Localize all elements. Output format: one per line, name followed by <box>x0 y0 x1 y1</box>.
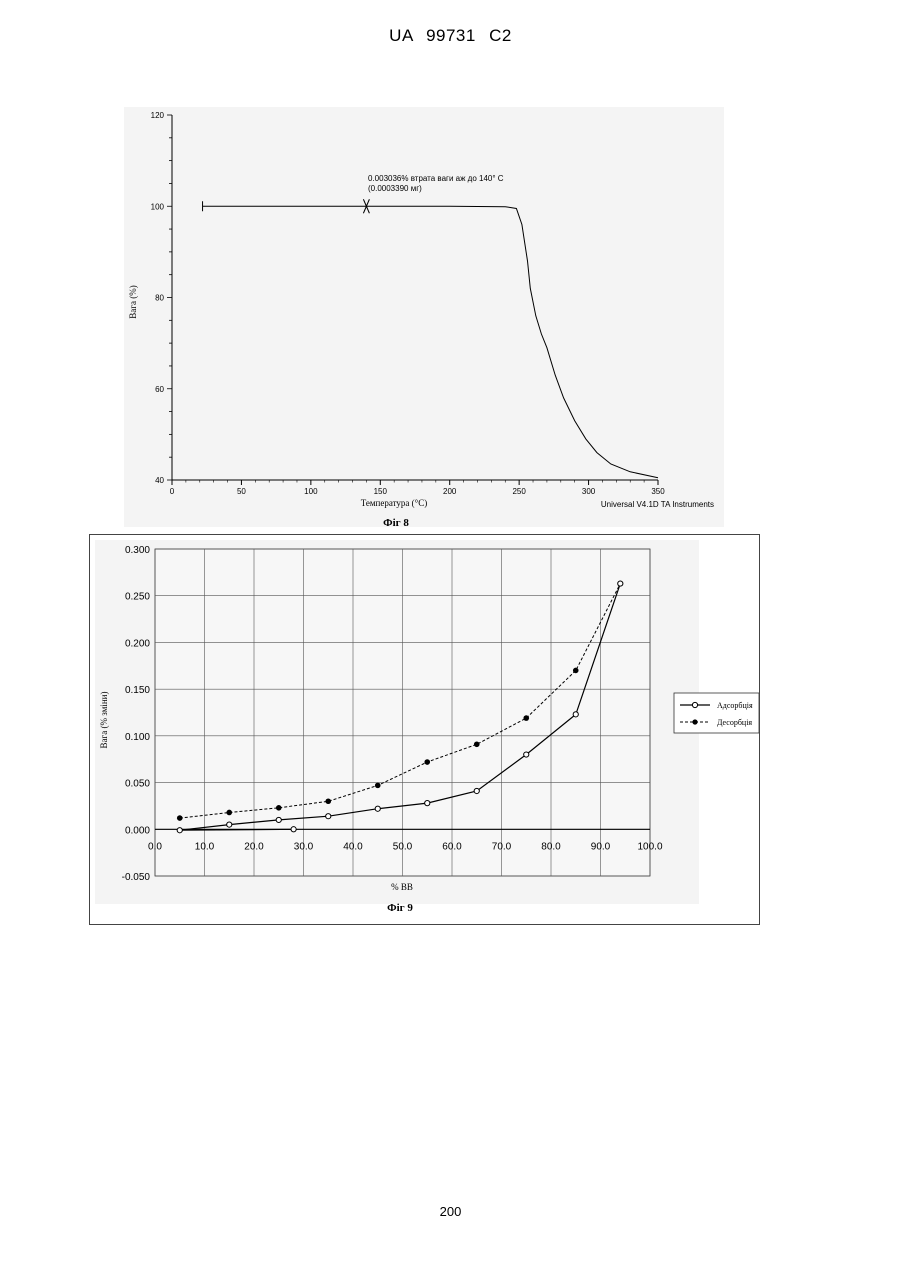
fig9-adsorption-point <box>375 806 380 811</box>
fig8-x-tick-label: 100 <box>304 487 318 496</box>
fig9-x-tick-label: 50.0 <box>393 841 413 852</box>
fig9-y-tick-label: 0.300 <box>125 545 150 556</box>
fig9-x-tick-label: 10.0 <box>195 841 215 852</box>
fig9-y-tick-label: -0.050 <box>122 872 151 883</box>
fig8-y-tick-label: 60 <box>155 385 164 394</box>
fig9-y-tick-label: 0.050 <box>125 779 150 790</box>
fig9-y-tick-label: 0.200 <box>125 638 150 649</box>
fig9-adsorption-point <box>618 581 623 586</box>
fig8-weight-curve <box>203 206 659 477</box>
fig9-y-tick-label: 0.250 <box>125 592 150 603</box>
fig9-desorption-point <box>226 810 232 816</box>
legend-adsorption-marker <box>692 702 697 707</box>
legend-desorption-marker <box>692 719 697 724</box>
fig9-adsorption-point <box>291 827 296 832</box>
fig8-annotation-line2: (0.0003390 мг) <box>368 184 422 193</box>
fig8-x-tick-label: 300 <box>582 487 596 496</box>
legend-adsorption-label: Адсорбція <box>717 701 753 710</box>
fig9-x-tick-label: 20.0 <box>244 841 264 852</box>
fig8-x-axis-label: Температура (°C) <box>361 498 428 508</box>
fig9-x-tick-label: 0.0 <box>148 841 162 852</box>
fig9-x-axis-label: % ВВ <box>391 882 413 892</box>
fig9-y-tick-label: 0.000 <box>125 825 150 836</box>
fig8-instrument-label: Universal V4.1D TA Instruments <box>601 500 714 509</box>
fig9-desorption-point <box>573 668 579 674</box>
fig9-desorption-point <box>276 805 282 811</box>
fig9-adsorption-point <box>573 712 578 717</box>
fig9-x-tick-label: 100.0 <box>637 841 662 852</box>
fig9-y-axis-label: Вага (% зміни) <box>99 692 109 749</box>
fig8-x-tick-label: 250 <box>512 487 526 496</box>
fig9-desorption-point <box>177 815 183 821</box>
legend-desorption-label: Десорбція <box>717 718 752 727</box>
fig8-annotation-line1: 0.003036% втрата ваги аж до 140° C <box>368 174 504 183</box>
fig9-x-tick-label: 60.0 <box>442 841 462 852</box>
patent-header: UA 99731 C2 <box>0 26 901 46</box>
fig8-x-tick-label: 350 <box>651 487 665 496</box>
fig8-y-tick-label: 80 <box>155 294 164 303</box>
fig9-x-tick-label: 70.0 <box>492 841 512 852</box>
fig9-x-tick-label: 30.0 <box>294 841 314 852</box>
fig9-desorption-point <box>523 715 529 721</box>
figure-9-sorption-chart: 0.0 10.0 20.0 30.0 40.0 50.0 60.0 70.0 80.0 90.0 1… <box>90 535 759 924</box>
page-number: 200 <box>0 1204 901 1219</box>
fig8-caption: Фіг 8 <box>383 517 409 527</box>
fig9-adsorption-point <box>326 814 331 819</box>
fig8-y-axis-label: Вага (%) <box>128 285 138 318</box>
fig9-y-tick-label: 0.150 <box>125 685 150 696</box>
fig9-desorption-point <box>375 783 381 789</box>
fig9-x-tick-label: 90.0 <box>591 841 611 852</box>
fig9-adsorption-point <box>425 801 430 806</box>
figure-9-frame: 0.0 10.0 20.0 30.0 40.0 50.0 60.0 70.0 80.0 90.0 1… <box>89 534 760 925</box>
fig9-desorption-point <box>474 741 480 747</box>
fig9-x-tick-label: 80.0 <box>541 841 561 852</box>
fig8-x-tick-label: 0 <box>170 487 175 496</box>
fig8-y-tick-label: 40 <box>155 476 164 485</box>
fig9-adsorption-point <box>227 822 232 827</box>
fig8-x-tick-label: 200 <box>443 487 457 496</box>
fig8-y-tick-label: 120 <box>151 111 165 120</box>
fig9-y-tick-label: 0.100 <box>125 732 150 743</box>
fig9-adsorption-point <box>177 828 182 833</box>
fig9-legend: Адсорбція Десорбція <box>674 693 759 733</box>
fig8-x-tick-label: 50 <box>237 487 246 496</box>
fig9-desorption-point <box>424 759 430 765</box>
fig8-y-tick-label: 100 <box>151 202 165 211</box>
fig9-x-tick-label: 40.0 <box>343 841 363 852</box>
fig9-adsorption-point <box>474 788 479 793</box>
fig9-desorption-point <box>325 798 331 804</box>
fig9-caption: Фіг 9 <box>387 902 413 914</box>
fig9-adsorption-point <box>524 752 529 757</box>
figure-8-tga-chart: 0 50 100 150 200 250 300 350 40 60 80 100 120 0.0030… <box>124 107 724 527</box>
fig9-adsorption-point <box>276 817 281 822</box>
fig8-x-tick-label: 150 <box>374 487 388 496</box>
